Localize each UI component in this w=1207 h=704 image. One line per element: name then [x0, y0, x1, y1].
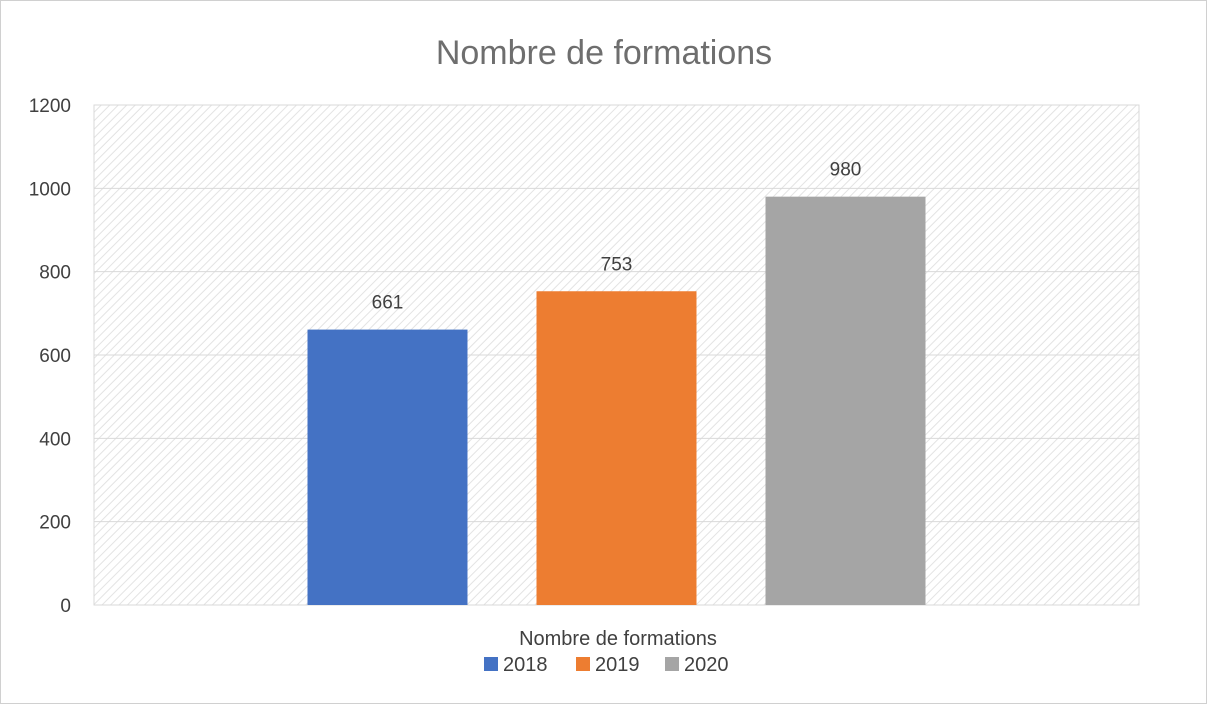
- y-tick-label-1000: 1000: [29, 179, 71, 200]
- legend-label-2020: 2020: [684, 654, 729, 676]
- data-label-2019: 753: [601, 254, 633, 275]
- y-tick-label-600: 600: [39, 346, 71, 367]
- legend: Nombre de formations 2018 2019 2020: [484, 628, 729, 676]
- y-tick-label-1200: 1200: [29, 96, 71, 117]
- bar-2019: [536, 291, 697, 605]
- legend-label-2018: 2018: [503, 654, 548, 676]
- data-label-2018: 661: [372, 293, 404, 314]
- legend-category-label: Nombre de formations: [519, 628, 717, 650]
- data-label-2020: 980: [830, 160, 862, 181]
- y-tick-label-400: 400: [39, 429, 71, 450]
- chart-title: Nombre de formations: [436, 34, 772, 72]
- data-labels: 661 753 980: [372, 160, 862, 314]
- y-axis: 0 200 400 600 800 1000 1200: [29, 96, 71, 617]
- legend-swatch-2019: [576, 657, 590, 671]
- legend-items: 2018 2019 2020: [484, 654, 729, 676]
- legend-swatch-2018: [484, 657, 498, 671]
- bars: [307, 196, 926, 605]
- legend-label-2019: 2019: [595, 654, 640, 676]
- grid-lines: [94, 104, 1139, 606]
- bar-2020: [765, 196, 926, 605]
- y-tick-label-800: 800: [39, 263, 71, 284]
- bar-2018: [307, 329, 468, 605]
- y-tick-label-200: 200: [39, 513, 71, 534]
- y-tick-label-0: 0: [60, 596, 71, 617]
- legend-swatch-2020: [665, 657, 679, 671]
